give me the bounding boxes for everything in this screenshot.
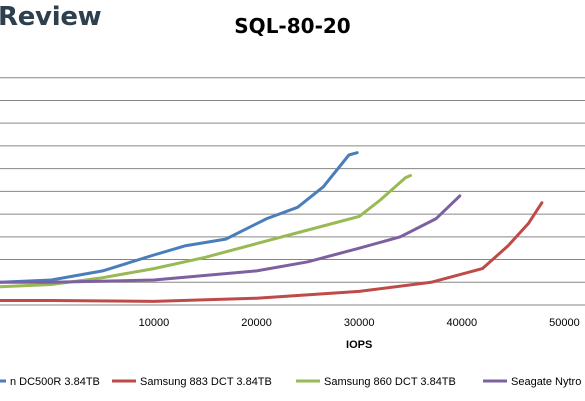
legend: n DC500R 3.84TB Samsung 883 DCT 3.84TB Sam… bbox=[0, 376, 581, 388]
legend-label-1: Samsung 883 DCT 3.84TB bbox=[140, 376, 272, 388]
x-axis-label: IOPS bbox=[346, 339, 372, 351]
legend-label-3: Seagate Nytro bbox=[511, 376, 581, 388]
review-logo: Review bbox=[0, 2, 102, 32]
chart-title: SQL-80-20 bbox=[234, 14, 351, 38]
x-tick-label: 40000 bbox=[447, 317, 478, 329]
legend-label-0: n DC500R 3.84TB bbox=[10, 376, 100, 388]
series-line-1 bbox=[0, 201, 544, 303]
series-lines bbox=[0, 151, 544, 303]
x-tick-label: 20000 bbox=[241, 317, 272, 329]
x-tick-label: 50000 bbox=[549, 317, 580, 329]
x-tick-label: 30000 bbox=[344, 317, 375, 329]
series-line-3 bbox=[0, 194, 462, 284]
legend-label-2: Samsung 860 DCT 3.84TB bbox=[324, 376, 456, 388]
series-line-2 bbox=[0, 174, 412, 289]
gridlines bbox=[0, 77, 585, 306]
x-tick-label: 10000 bbox=[139, 317, 170, 329]
series-line-0 bbox=[0, 151, 359, 284]
x-axis-ticks: 10000 20000 30000 40000 50000 bbox=[139, 317, 580, 329]
